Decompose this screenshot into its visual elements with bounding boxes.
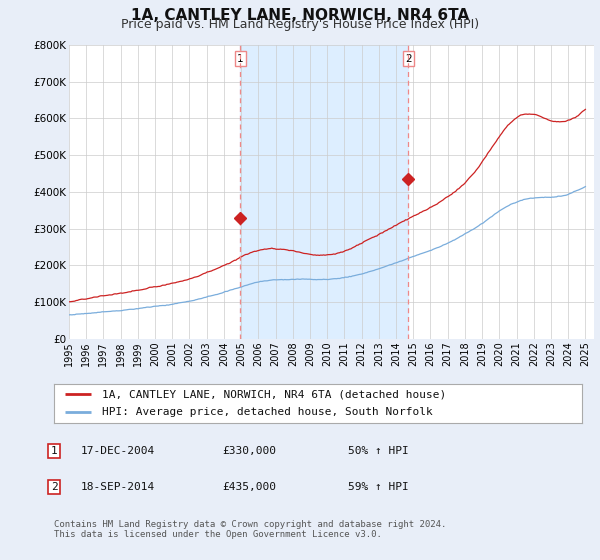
Text: 2: 2	[50, 482, 58, 492]
Text: 2: 2	[405, 54, 412, 64]
Bar	[241, 45, 409, 339]
Text: 1: 1	[50, 446, 58, 456]
Text: 1A, CANTLEY LANE, NORWICH, NR4 6TA (detached house): 1A, CANTLEY LANE, NORWICH, NR4 6TA (deta…	[101, 389, 446, 399]
Text: 59% ↑ HPI: 59% ↑ HPI	[348, 482, 409, 492]
Text: Contains HM Land Registry data © Crown copyright and database right 2024.
This d: Contains HM Land Registry data © Crown c…	[54, 520, 446, 539]
Text: 50% ↑ HPI: 50% ↑ HPI	[348, 446, 409, 456]
Text: 1A, CANTLEY LANE, NORWICH, NR4 6TA: 1A, CANTLEY LANE, NORWICH, NR4 6TA	[131, 8, 469, 24]
Text: £435,000: £435,000	[222, 482, 276, 492]
Text: 17-DEC-2004: 17-DEC-2004	[81, 446, 155, 456]
Text: Price paid vs. HM Land Registry's House Price Index (HPI): Price paid vs. HM Land Registry's House …	[121, 18, 479, 31]
Text: £330,000: £330,000	[222, 446, 276, 456]
Text: 1: 1	[237, 54, 244, 64]
Text: 18-SEP-2014: 18-SEP-2014	[81, 482, 155, 492]
Text: HPI: Average price, detached house, South Norfolk: HPI: Average price, detached house, Sout…	[101, 407, 432, 417]
